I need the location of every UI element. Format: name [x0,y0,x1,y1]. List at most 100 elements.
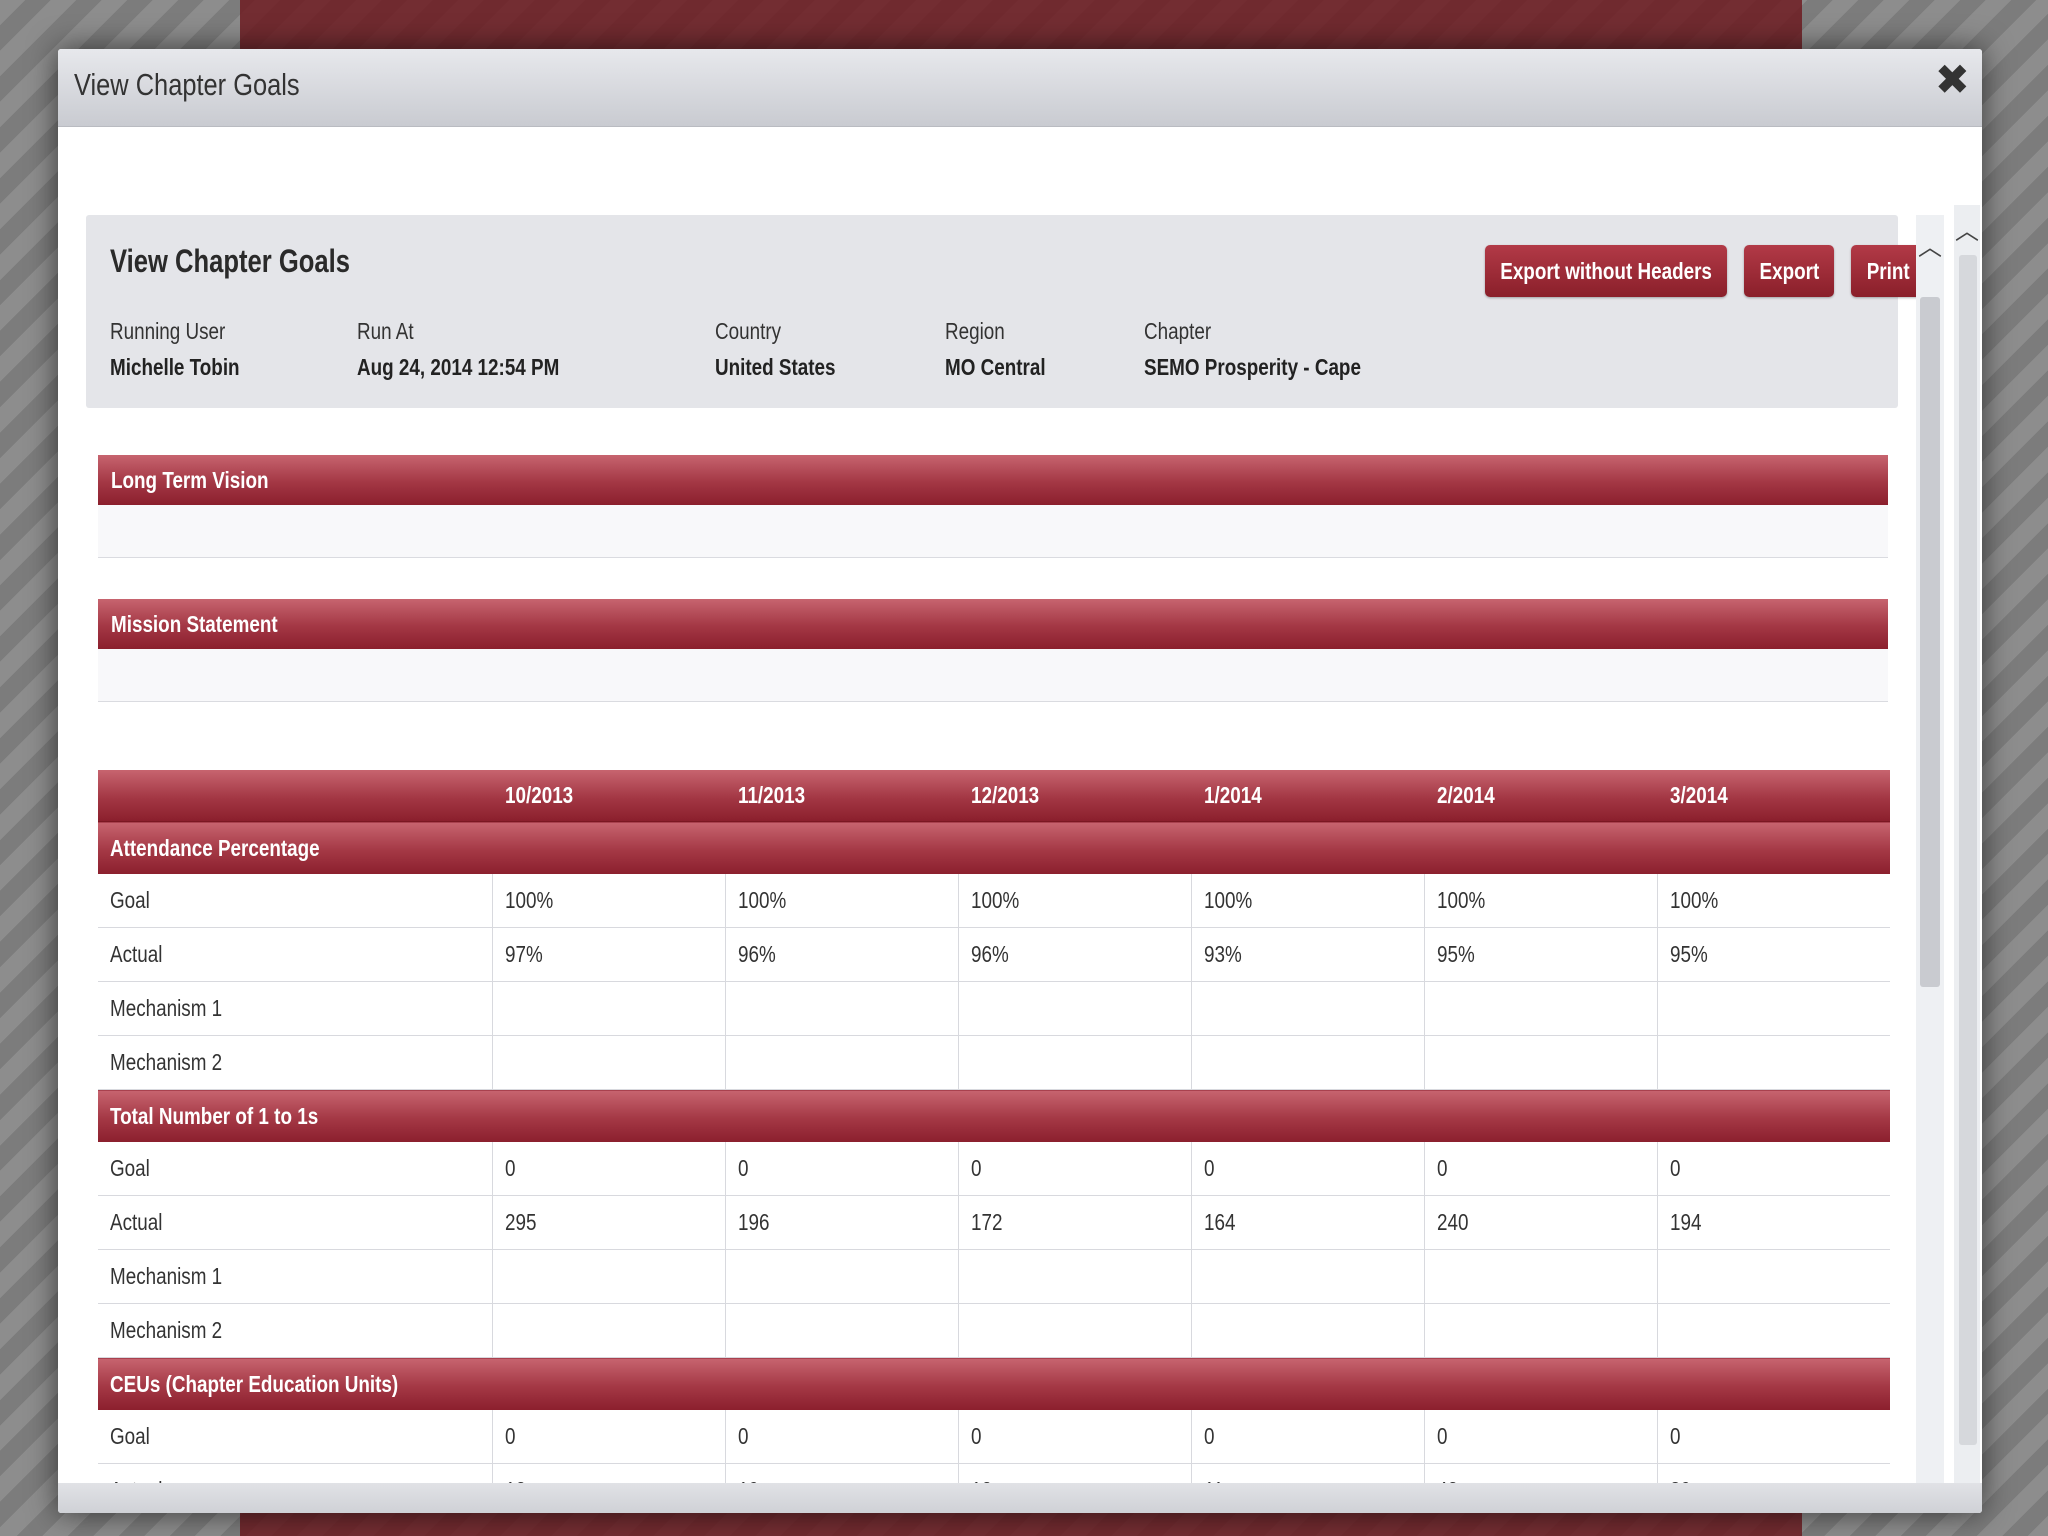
table-cell: 0 [1191,1142,1425,1196]
chapter-goals-modal: View Chapter Goals ✖ View Chapter Goals … [58,49,1982,1513]
column-header: 10/2013 [492,770,725,822]
table-cell: 0 [958,1142,1192,1196]
table-cell [1191,1303,1425,1358]
table-cell [1191,981,1425,1036]
row-label: Mechanism 1 [98,981,493,1036]
table-cell [1424,1303,1658,1358]
goals-table-body: Attendance Percentage Goal 100% 100% 100% 100… [98,821,1890,1513]
table-cell: 196 [725,1195,959,1250]
table-cell [1424,1249,1658,1304]
scrollbar-thumb[interactable] [1920,297,1940,987]
row-label: Actual [98,1195,493,1250]
row-label: Actual [98,927,493,982]
close-icon[interactable]: ✖ [1934,56,1970,103]
table-cell: 295 [492,1195,726,1250]
table-cell: 0 [725,1142,959,1196]
table-row: Goal 0 0 0 0 0 0 [98,1410,1890,1464]
table-cell [958,981,1192,1036]
long-term-vision-header: Long Term Vision [98,455,1888,505]
row-label: Mechanism 2 [98,1035,493,1090]
chevron-up-icon[interactable]: ︿ [1955,218,1979,245]
meta-run-at: Run At Aug 24, 2014 12:54 PM [357,318,559,381]
table-row: Goal 100% 100% 100% 100% 100% 100% [98,874,1890,928]
table-cell: 0 [492,1142,726,1196]
run-at-value: Aug 24, 2014 12:54 PM [357,354,560,380]
goals-table: 10/2013 11/2013 12/2013 1/2014 2/2014 3/… [98,770,1890,1513]
running-user-label: Running User [110,318,226,344]
meta-running-user: Running User Michelle Tobin [110,318,240,381]
table-cell [492,1249,726,1304]
content-scrollbar[interactable]: ︿ ﹀ [1916,215,1944,1513]
country-value: United States [715,354,836,380]
group-header-row: CEUs (Chapter Education Units) [98,1357,1890,1410]
chapter-value: SEMO Prosperity - Cape [1144,354,1361,380]
group-title: Attendance Percentage [98,821,1890,874]
table-cell [725,1249,959,1304]
table-cell: 0 [1657,1142,1890,1196]
country-label: Country [715,318,782,344]
column-header: 12/2013 [958,770,1191,822]
table-cell: 0 [1424,1410,1658,1464]
column-header: 2/2014 [1424,770,1657,822]
print-button[interactable]: Print [1851,245,1926,297]
table-cell: 96% [725,927,959,982]
row-label: Goal [98,874,493,928]
table-cell: 100% [492,874,726,928]
table-cell [725,981,959,1036]
row-label: Goal [98,1142,493,1196]
table-cell [958,1249,1192,1304]
table-cell [1424,981,1658,1036]
modal-body: View Chapter Goals Running User Michelle… [58,127,1982,1513]
table-cell: 240 [1424,1195,1658,1250]
table-cell: 0 [1191,1410,1425,1464]
table-cell: 0 [1424,1142,1658,1196]
table-row: Mechanism 2 [98,1303,1890,1358]
chapter-label: Chapter [1144,318,1212,344]
meta-region: Region MO Central [945,318,1046,381]
modal-scrollbar[interactable]: ︿ ﹀ [1954,205,1980,1513]
running-user-value: Michelle Tobin [110,354,240,380]
table-cell: 100% [1191,874,1425,928]
table-row: Mechanism 1 [98,1249,1890,1304]
chevron-up-icon[interactable]: ︿ [1918,234,1942,261]
modal-footer [58,1483,1982,1513]
table-cell [958,1035,1192,1090]
table-row: Mechanism 1 [98,981,1890,1036]
long-term-vision-content [98,505,1888,558]
column-header: 3/2014 [1657,770,1890,822]
report-header: View Chapter Goals Running User Michelle… [86,215,1926,408]
table-header-row: 10/2013 11/2013 12/2013 1/2014 2/2014 3/… [98,770,1890,822]
table-cell [1657,1303,1890,1358]
row-label: Goal [98,1410,493,1464]
region-value: MO Central [945,354,1046,380]
region-label: Region [945,318,1005,344]
mission-statement-header: Mission Statement [98,599,1888,649]
group-header-row: Attendance Percentage [98,821,1890,874]
meta-country: Country United States [715,318,836,381]
table-cell [1657,1249,1890,1304]
table-cell [1657,1035,1890,1090]
table-cell [492,1035,726,1090]
table-cell: 93% [1191,927,1425,982]
export-button[interactable]: Export [1744,245,1834,297]
table-cell: 96% [958,927,1192,982]
table-cell: 100% [1657,874,1890,928]
mission-statement-content [98,649,1888,702]
group-title: Total Number of 1 to 1s [98,1089,1890,1142]
export-without-headers-button[interactable]: Export without Headers [1485,245,1727,297]
modal-titlebar: View Chapter Goals ✖ [58,49,1982,127]
group-header-row: Total Number of 1 to 1s [98,1089,1890,1142]
table-cell [958,1303,1192,1358]
meta-chapter: Chapter SEMO Prosperity - Cape [1144,318,1361,381]
table-cell: 0 [492,1410,726,1464]
table-cell: 172 [958,1195,1192,1250]
table-row: Mechanism 2 [98,1035,1890,1090]
table-cell [725,1035,959,1090]
table-cell [492,981,726,1036]
scrollbar-thumb[interactable] [1959,255,1977,1445]
table-cell [1191,1035,1425,1090]
row-label: Mechanism 2 [98,1303,493,1358]
column-header: 1/2014 [1191,770,1424,822]
table-cell [725,1303,959,1358]
table-cell [1424,1035,1658,1090]
